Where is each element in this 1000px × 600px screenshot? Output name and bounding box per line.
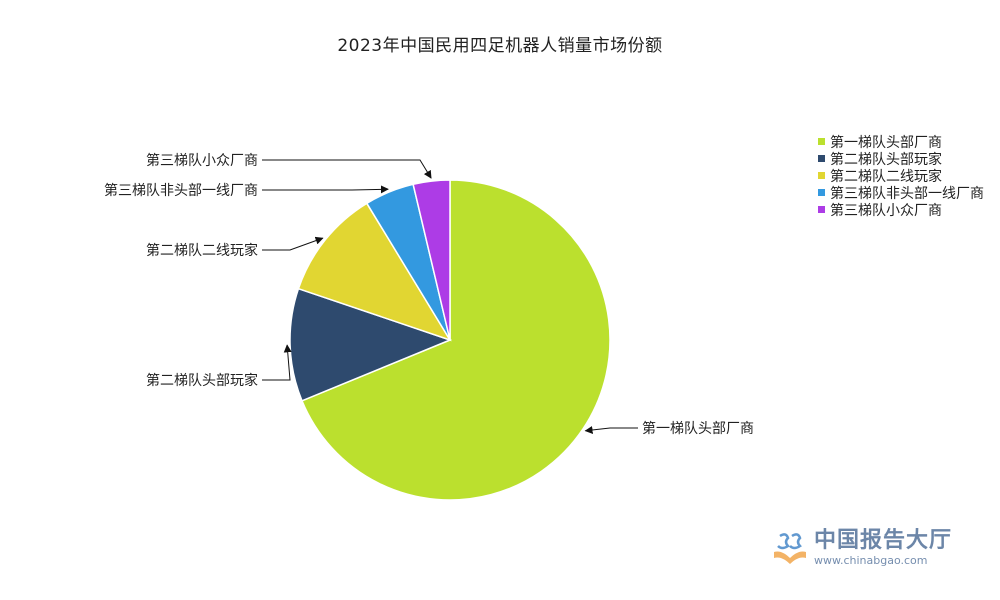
leader-line-3 (262, 238, 323, 250)
legend: 第一梯队头部厂商第二梯队头部玩家第二梯队二线玩家第三梯队非头部一线厂商第三梯队小… (818, 134, 984, 219)
legend-swatch-4 (818, 189, 825, 196)
legend-label-5: 第三梯队小众厂商 (830, 202, 942, 219)
legend-swatch-3 (818, 172, 825, 179)
legend-label-3: 第二梯队二线玩家 (830, 168, 942, 185)
leader-line-1 (585, 428, 638, 431)
legend-label-2: 第二梯队头部玩家 (830, 151, 942, 168)
slice-label-2: 第二梯队头部玩家 (146, 372, 258, 389)
leader-line-5 (262, 160, 431, 178)
legend-swatch-1 (818, 138, 825, 145)
leader-line-2 (262, 345, 290, 380)
slice-label-4: 第三梯队非头部一线厂商 (104, 182, 258, 199)
watermark-logo-icon (770, 528, 810, 568)
watermark: 中国报告大厅 www.chinabgao.com (770, 526, 952, 570)
slice-label-3: 第二梯队二线玩家 (146, 242, 258, 259)
leader-line-4 (262, 189, 388, 190)
slice-label-1: 第一梯队头部厂商 (642, 420, 754, 437)
watermark-url: www.chinabgao.com (814, 555, 952, 566)
legend-swatch-2 (818, 155, 825, 162)
legend-swatch-5 (818, 206, 825, 213)
legend-label-4: 第三梯队非头部一线厂商 (830, 185, 984, 202)
pie-slices (290, 180, 610, 500)
legend-label-1: 第一梯队头部厂商 (830, 134, 942, 151)
watermark-name: 中国报告大厅 (814, 530, 952, 552)
slice-label-5: 第三梯队小众厂商 (146, 152, 258, 169)
